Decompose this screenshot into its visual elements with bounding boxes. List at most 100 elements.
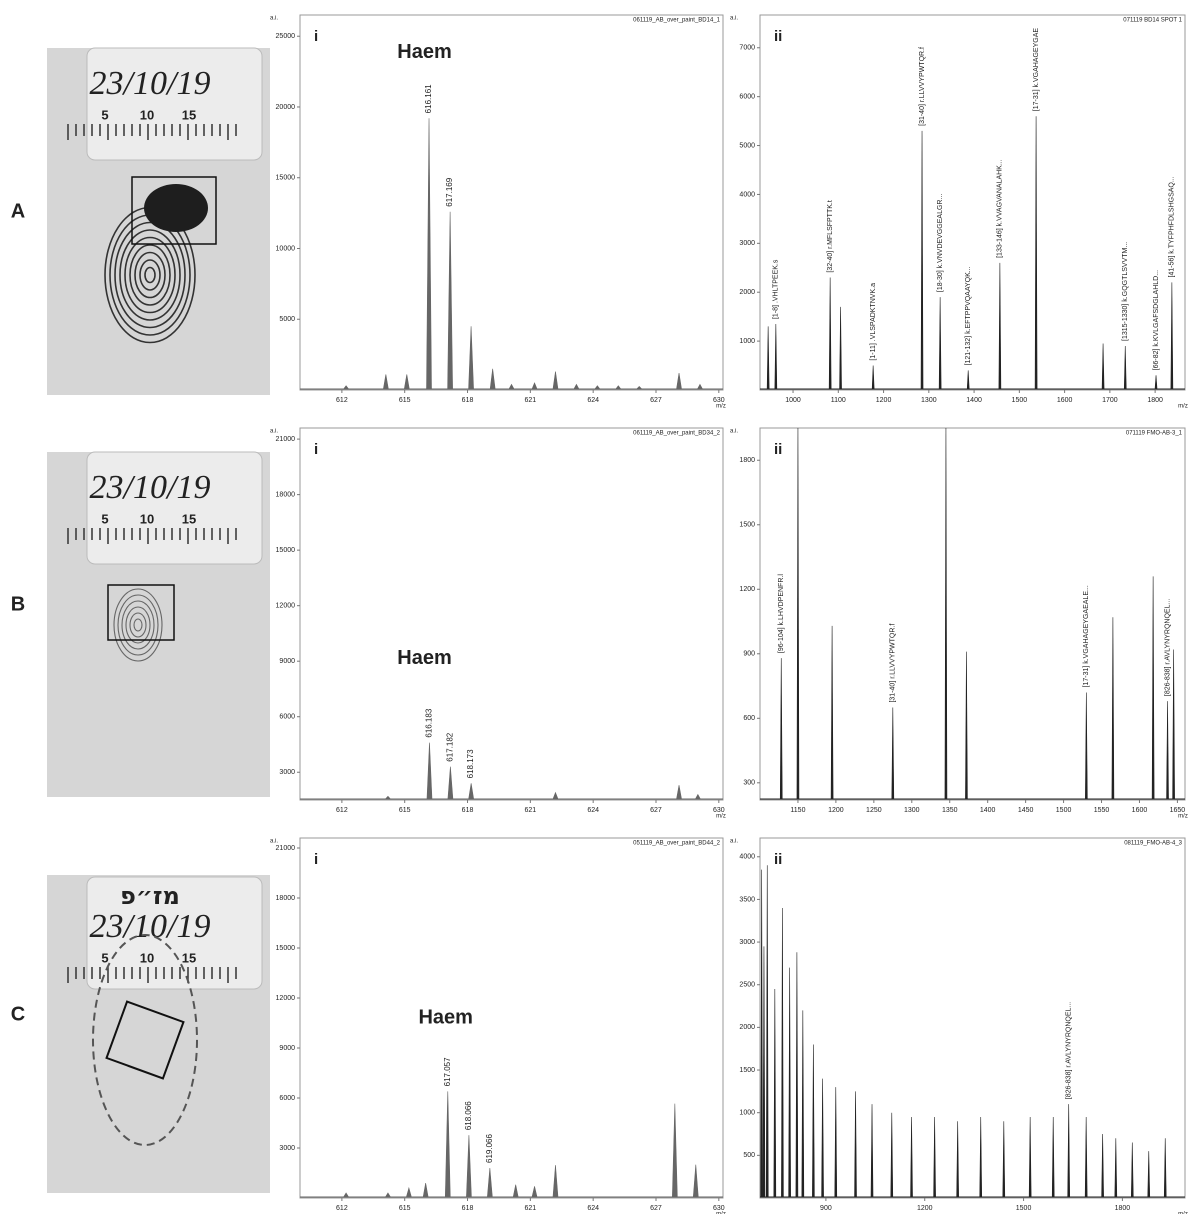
y-tick-label: 2500 — [739, 982, 755, 989]
label-card — [86, 47, 263, 161]
peak — [965, 651, 968, 800]
x-tick-label: 612 — [336, 1205, 348, 1212]
peak-label: [826-838] r.AVLYNYRQNQEL... — [1066, 1002, 1073, 1099]
peak — [812, 1044, 815, 1198]
x-tick-label: 621 — [525, 807, 537, 814]
peak-label: 617.169 — [445, 177, 454, 206]
y-tick-label: 15000 — [276, 547, 296, 554]
x-tick-label: 1600 — [1132, 807, 1148, 814]
y-tick-label: 15000 — [276, 175, 296, 182]
peak — [676, 785, 682, 800]
peak — [938, 297, 942, 390]
x-tick-label: 900 — [820, 1205, 832, 1212]
y-axis-label: a.i. — [270, 16, 278, 22]
x-tick-label: 615 — [399, 807, 411, 814]
chart-header: 081119_FMO-AB-4_3 — [1124, 841, 1182, 847]
peak — [1147, 1151, 1151, 1198]
peak-label: [17-31] k.VGAHAGEYGAE — [1033, 28, 1040, 112]
x-tick-label: 1200 — [876, 397, 892, 404]
ruler-number: 5 — [101, 511, 108, 526]
peak — [891, 707, 895, 800]
peak — [966, 370, 970, 390]
peak — [487, 1167, 493, 1198]
y-tick-label: 4000 — [739, 854, 755, 861]
peak — [552, 1165, 559, 1198]
x-tick-label: 1000 — [785, 397, 801, 404]
y-tick-label: 600 — [743, 715, 755, 722]
peak — [615, 385, 622, 390]
x-tick-label: 627 — [650, 807, 662, 814]
y-tick-label: 6000 — [279, 714, 295, 721]
y-tick-label: 3500 — [739, 896, 755, 903]
peak — [765, 865, 769, 1198]
region-box — [107, 584, 175, 641]
chart-header: 071119 BD14 SPOT 1 — [1123, 18, 1182, 24]
peak — [594, 385, 601, 390]
y-tick-label: 6000 — [279, 1095, 295, 1102]
y-tick-label: 9000 — [279, 1045, 295, 1052]
x-tick-label: 615 — [399, 397, 411, 404]
peak-label: [1-8] .VHLTPEEK.s — [773, 259, 780, 319]
fingerprint-ridge — [129, 244, 171, 306]
plot-area — [300, 118, 723, 390]
peak — [696, 383, 703, 390]
peak-label: [133-146] k.VVAGVANALAHK... — [997, 159, 1004, 258]
plot-area — [760, 428, 1185, 800]
fingerprint-ridge — [134, 251, 166, 299]
peak — [890, 1112, 894, 1198]
peak-label: 617.182 — [446, 732, 455, 761]
photo-mark: מז״פ — [120, 882, 180, 910]
fingerprint-ridge — [119, 229, 181, 321]
peak — [1084, 1116, 1088, 1198]
peak — [839, 306, 842, 390]
y-tick-label: 9000 — [279, 658, 295, 665]
x-axis-label: m/z — [1178, 1212, 1188, 1214]
ruler-number: 15 — [182, 107, 196, 122]
y-tick-label: 1200 — [739, 586, 755, 593]
y-tick-label: 20000 — [276, 104, 296, 111]
y-tick-label: 7000 — [739, 45, 755, 52]
x-tick-label: 1500 — [1056, 807, 1072, 814]
peak-label: 616.183 — [425, 708, 434, 737]
peak — [1114, 1138, 1118, 1198]
peak — [676, 372, 682, 390]
ruler-number: 15 — [182, 950, 196, 965]
photo-date: 23/10/19 — [90, 469, 211, 506]
fingerprint-ridge — [113, 588, 163, 662]
peak — [552, 791, 559, 800]
peak-label: [121-132] k.EFTPPVQAAYQK... — [965, 266, 972, 365]
x-tick-label: 1400 — [980, 807, 996, 814]
x-tick-label: 618 — [462, 397, 474, 404]
x-tick-label: 621 — [525, 397, 537, 404]
peak — [426, 742, 433, 800]
peak — [910, 1116, 913, 1198]
peak — [444, 1091, 451, 1198]
ruler-number: 5 — [101, 107, 108, 122]
y-axis-label: a.i. — [730, 16, 738, 22]
peak — [830, 625, 834, 800]
x-tick-label: 1700 — [1102, 397, 1118, 404]
x-tick-label: 1300 — [921, 397, 937, 404]
x-tick-label: 621 — [525, 1205, 537, 1212]
x-tick-label: 1500 — [1016, 1205, 1032, 1212]
x-tick-label: 1100 — [831, 397, 846, 404]
x-tick-label: 1200 — [917, 1205, 933, 1212]
x-tick-label: 1450 — [1018, 807, 1034, 814]
y-tick-label: 25000 — [276, 33, 296, 40]
x-axis-label: m/z — [716, 404, 726, 410]
x-tick-label: 624 — [587, 807, 599, 814]
fingerprint-ridge — [129, 612, 147, 638]
y-tick-label: 21000 — [276, 845, 296, 852]
x-tick-label: 1350 — [942, 807, 958, 814]
peak — [1170, 282, 1174, 390]
x-axis-label: m/z — [716, 1212, 726, 1214]
x-tick-label: 1800 — [1147, 397, 1163, 404]
panel-label: i — [314, 851, 318, 868]
peak — [342, 385, 350, 390]
fingerprint-ridge — [124, 236, 176, 314]
photo-date: 23/10/19 — [90, 908, 211, 945]
peak-label: 619.066 — [485, 1134, 494, 1163]
peak — [1002, 1121, 1006, 1198]
x-tick-label: 630 — [713, 807, 725, 814]
peak — [760, 869, 763, 1198]
